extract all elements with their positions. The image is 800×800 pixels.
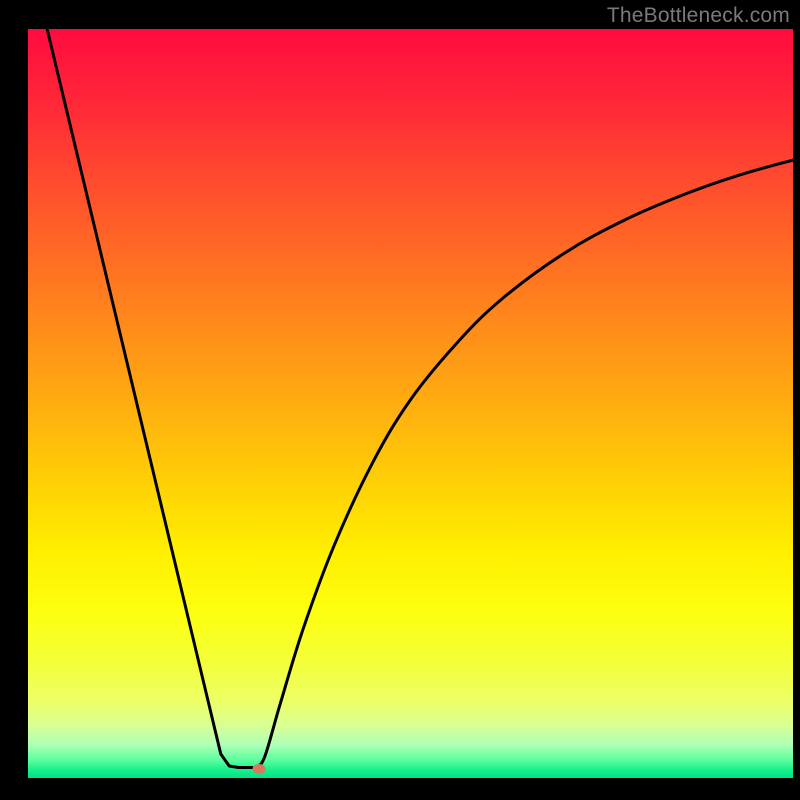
plot-area [28,29,793,778]
bottleneck-curve [28,29,793,778]
curve-right-branch [258,160,794,767]
watermark-text: TheBottleneck.com [607,4,790,28]
minimum-marker [253,764,266,774]
curve-left-branch [47,29,252,768]
